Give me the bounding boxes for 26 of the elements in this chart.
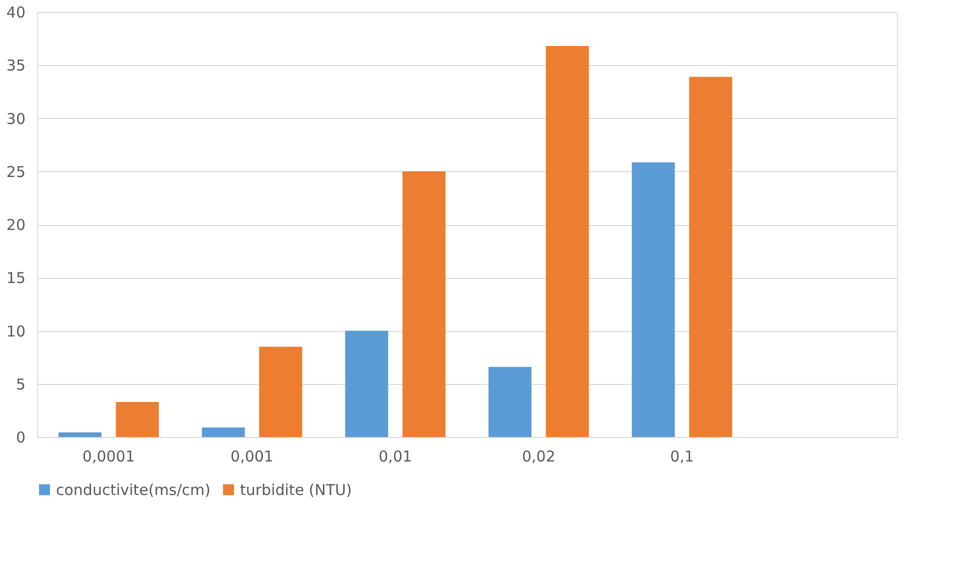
y-tick-label: 0 <box>16 428 26 446</box>
bar <box>632 162 675 437</box>
y-tick-label: 10 <box>6 322 26 340</box>
bar <box>202 427 245 437</box>
x-tick-label: 0,02 <box>522 448 556 466</box>
y-tick-label: 30 <box>6 110 26 128</box>
legend-label: turbidite (NTU) <box>240 480 352 499</box>
y-tick-label: 5 <box>16 375 26 394</box>
x-tick-label: 0,0001 <box>82 448 135 466</box>
bar <box>402 171 446 437</box>
x-tick-label: 0,001 <box>230 448 274 466</box>
y-tick-label: 25 <box>6 162 26 181</box>
y-tick-label: 35 <box>6 56 26 75</box>
y-tick-label: 40 <box>6 4 26 22</box>
bar <box>58 432 102 437</box>
x-tick-label: 0,1 <box>670 448 694 466</box>
bar <box>259 346 302 437</box>
bar <box>546 46 589 437</box>
bar <box>689 76 732 437</box>
bar <box>116 402 159 437</box>
x-tick-label: 0,01 <box>378 448 412 466</box>
legend-label: conductivite(ms/cm) <box>56 480 210 499</box>
y-tick-label: 15 <box>6 269 26 288</box>
bar <box>345 330 388 437</box>
bar <box>488 366 532 437</box>
y-tick-label: 20 <box>6 216 26 234</box>
